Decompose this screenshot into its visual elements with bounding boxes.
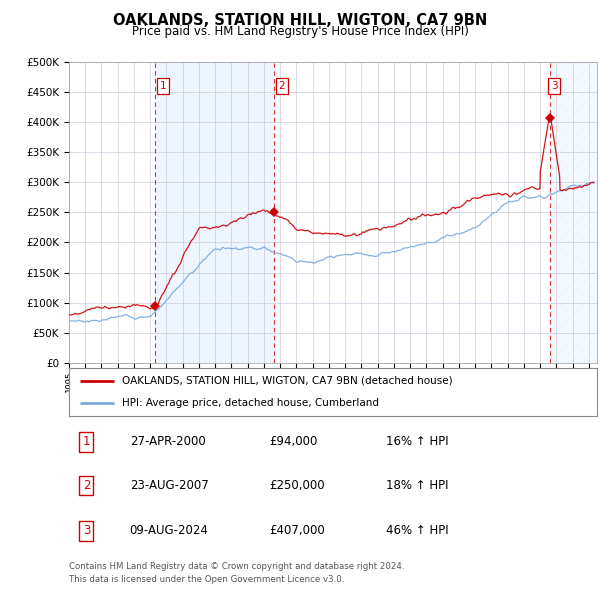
Text: 1: 1 (160, 81, 166, 91)
Text: 2: 2 (278, 81, 285, 91)
Bar (155, 62, 274, 363)
Text: 16% ↑ HPI: 16% ↑ HPI (386, 435, 448, 448)
Text: £94,000: £94,000 (269, 435, 318, 448)
Text: 18% ↑ HPI: 18% ↑ HPI (386, 479, 448, 492)
Text: 3: 3 (551, 81, 557, 91)
Text: £250,000: £250,000 (269, 479, 325, 492)
Text: This data is licensed under the Open Government Licence v3.0.: This data is licensed under the Open Gov… (69, 575, 344, 584)
Text: Price paid vs. HM Land Registry's House Price Index (HPI): Price paid vs. HM Land Registry's House … (131, 25, 469, 38)
Text: OAKLANDS, STATION HILL, WIGTON, CA7 9BN: OAKLANDS, STATION HILL, WIGTON, CA7 9BN (113, 13, 487, 28)
Bar (550, 62, 600, 363)
Text: 46% ↑ HPI: 46% ↑ HPI (386, 524, 448, 537)
Text: OAKLANDS, STATION HILL, WIGTON, CA7 9BN (detached house): OAKLANDS, STATION HILL, WIGTON, CA7 9BN … (122, 376, 452, 386)
Text: 23-AUG-2007: 23-AUG-2007 (130, 479, 208, 492)
Text: 3: 3 (83, 524, 90, 537)
Text: £407,000: £407,000 (269, 524, 325, 537)
Text: 1: 1 (83, 435, 90, 448)
Text: Contains HM Land Registry data © Crown copyright and database right 2024.: Contains HM Land Registry data © Crown c… (69, 562, 404, 571)
Text: HPI: Average price, detached house, Cumberland: HPI: Average price, detached house, Cumb… (122, 398, 379, 408)
Text: 09-AUG-2024: 09-AUG-2024 (130, 524, 209, 537)
Text: 27-APR-2000: 27-APR-2000 (130, 435, 205, 448)
Text: 2: 2 (83, 479, 90, 492)
